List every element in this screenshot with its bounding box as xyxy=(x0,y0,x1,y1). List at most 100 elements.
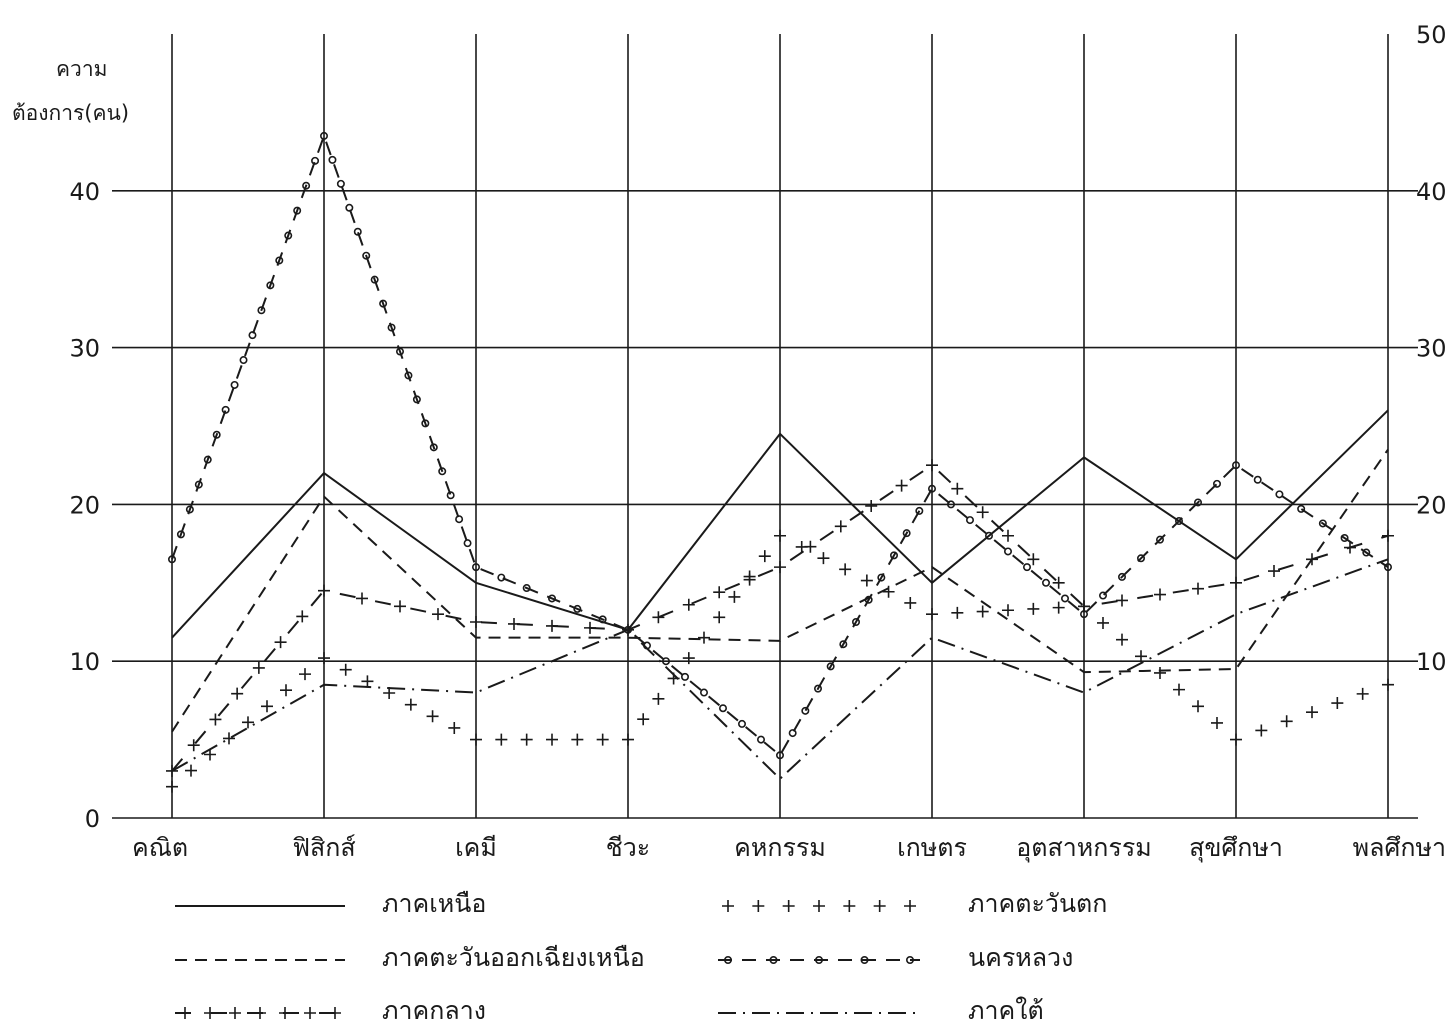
x-tick-label: เคมี xyxy=(455,833,497,862)
legend-label: ภาคตะวันออกเฉียงเหนือ xyxy=(382,943,645,972)
plus-marker xyxy=(682,652,695,665)
circle-marker xyxy=(471,563,480,572)
y-tick-label-left: 0 xyxy=(85,805,100,833)
legend-item-plus-dash: ภาคกลาง xyxy=(175,996,486,1025)
circle-marker xyxy=(1118,572,1127,581)
plus-marker xyxy=(951,482,964,495)
x-tick-label: อุตสาหกรรม xyxy=(1016,833,1152,863)
plus-marker xyxy=(1052,576,1065,589)
legend-label: ภาคตะวันตก xyxy=(968,889,1107,918)
plus-marker xyxy=(204,1007,216,1019)
plus-marker xyxy=(1002,604,1014,617)
circle-marker xyxy=(775,751,784,760)
circle-marker xyxy=(379,299,388,308)
circle-marker xyxy=(889,551,898,560)
plus-marker xyxy=(339,663,352,676)
y-tick-label-left: 20 xyxy=(69,491,100,519)
y-tick-label-right: 10 xyxy=(1416,648,1447,676)
circle-marker xyxy=(661,657,670,666)
legend-item-dashed: ภาคตะวันออกเฉียงเหนือ xyxy=(175,943,645,972)
circle-marker xyxy=(230,380,239,389)
plus-marker xyxy=(1154,588,1166,601)
y-tick-label-right: 40 xyxy=(1416,178,1447,206)
circle-marker xyxy=(275,256,284,265)
plus-marker xyxy=(1173,683,1185,696)
plus-marker xyxy=(860,574,873,587)
series-line xyxy=(171,134,1389,757)
plus-marker xyxy=(1331,697,1344,710)
x-tick-label: พลศึกษา xyxy=(1353,833,1446,862)
plus-marker xyxy=(895,479,908,492)
circle-marker xyxy=(737,719,746,728)
plus-marker xyxy=(843,900,856,912)
plus-marker xyxy=(622,733,634,746)
circle-marker xyxy=(1099,591,1108,600)
plus-marker xyxy=(637,713,650,726)
circle-marker xyxy=(1384,563,1393,572)
plus-marker xyxy=(813,900,825,912)
x-tick-label: ฟิสิกส์ xyxy=(292,833,355,862)
circle-marker xyxy=(404,371,413,380)
plus-marker xyxy=(296,610,309,623)
plus-marker xyxy=(728,590,741,603)
x-tick-label: ชีวะ xyxy=(606,833,650,862)
circle-marker xyxy=(1297,504,1306,513)
plus-marker xyxy=(1344,541,1356,554)
circle-marker xyxy=(395,347,404,356)
circle-marker xyxy=(421,419,430,428)
plus-marker xyxy=(274,636,287,649)
plus-marker xyxy=(774,561,786,574)
plus-marker xyxy=(470,616,482,628)
plus-marker xyxy=(596,733,609,746)
x-tick-label: สุขศึกษา xyxy=(1189,833,1283,863)
circle-marker xyxy=(756,735,765,744)
circle-marker xyxy=(353,227,362,236)
legend-label: ภาคเหนือ xyxy=(382,889,486,918)
plus-marker xyxy=(187,739,200,752)
plus-marker xyxy=(1027,553,1040,566)
plus-marker xyxy=(179,1007,191,1019)
circle-marker xyxy=(598,615,607,624)
series-circle-dash xyxy=(168,131,1393,760)
plus-marker xyxy=(817,552,830,565)
plus-marker xyxy=(1027,602,1040,615)
circle-marker xyxy=(387,323,396,332)
circle-marker xyxy=(1156,535,1165,544)
circle-marker xyxy=(1080,610,1089,619)
plus-marker xyxy=(318,652,330,665)
circle-marker xyxy=(266,281,275,290)
circle-marker xyxy=(1213,479,1222,488)
series-line xyxy=(171,464,1389,772)
circle-marker xyxy=(1137,554,1146,563)
plus-marker xyxy=(951,606,964,619)
circle-marker xyxy=(573,604,582,613)
x-tick-label: คหกรรม xyxy=(734,833,826,862)
plus-marker xyxy=(584,621,596,634)
circle-marker xyxy=(429,443,438,452)
y-tick-label-left: 40 xyxy=(69,178,100,206)
circle-marker xyxy=(248,331,257,340)
series-layer xyxy=(166,131,1394,793)
plus-marker xyxy=(926,459,938,472)
plus-marker xyxy=(426,710,439,723)
circle-marker xyxy=(438,467,447,476)
plus-marker xyxy=(904,900,916,912)
plus-marker xyxy=(1280,715,1293,728)
legend-label: ภาคกลาง xyxy=(382,996,486,1025)
plus-marker xyxy=(329,1007,341,1019)
circle-marker xyxy=(293,206,302,215)
circle-marker xyxy=(860,955,869,964)
circle-marker xyxy=(1362,548,1371,557)
circle-marker xyxy=(680,672,689,681)
x-tick-label: คณิต xyxy=(132,833,188,862)
plus-marker xyxy=(242,716,254,729)
circle-marker xyxy=(221,405,230,414)
circle-marker xyxy=(1194,498,1203,507)
legend-item-plus: ภาคตะวันตก xyxy=(722,889,1107,918)
plus-marker xyxy=(304,1007,316,1019)
circle-marker xyxy=(902,529,911,538)
plus-marker xyxy=(432,608,444,621)
circle-marker xyxy=(1275,490,1284,499)
plus-marker xyxy=(795,540,808,553)
